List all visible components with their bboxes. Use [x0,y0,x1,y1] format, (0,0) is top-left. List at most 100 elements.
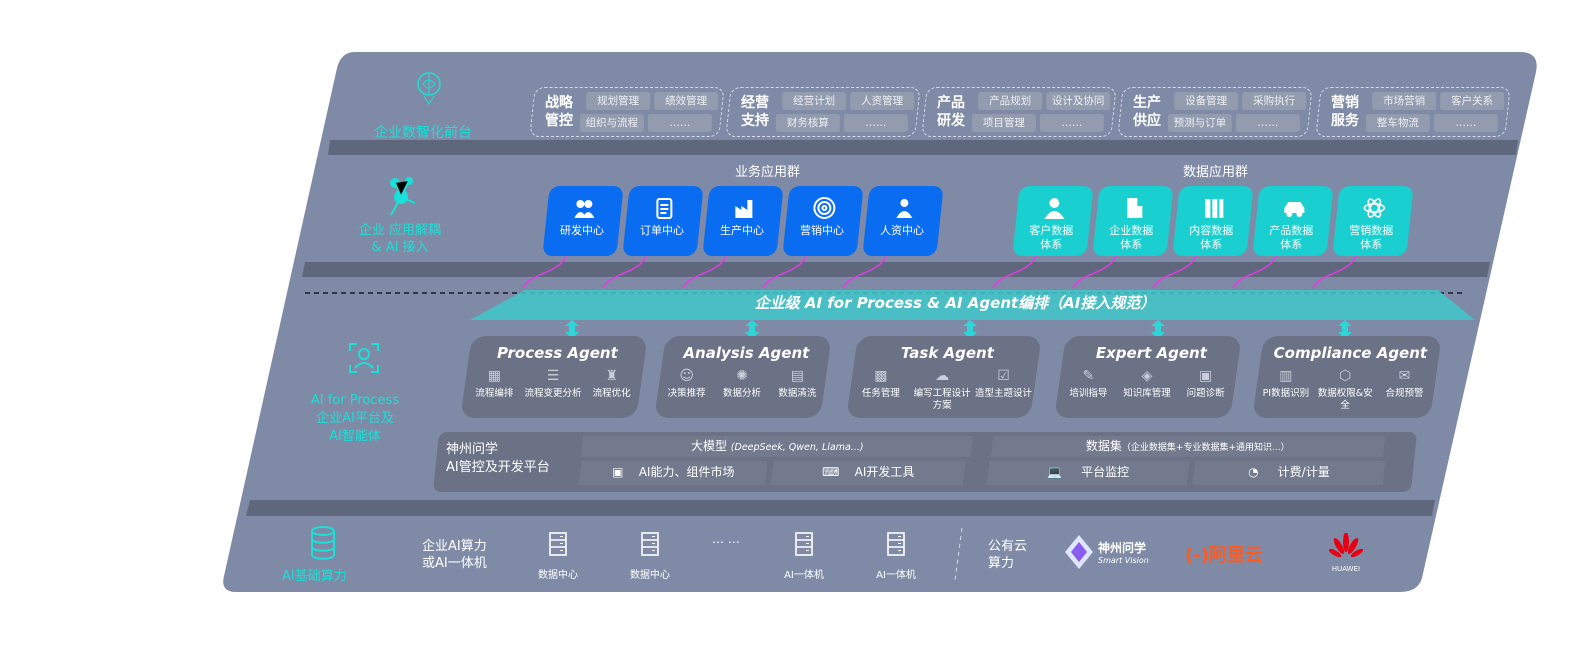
data-tile[interactable]: 内容数据体系 [1172,186,1254,256]
agent-name: Analysis Agent [683,344,810,362]
compute-node[interactable]: AI一体机 [784,532,824,581]
tool-dev-tools[interactable]: ⌨ AI开发工具 [770,461,966,485]
building-icon [1127,198,1143,218]
users-icon [574,200,595,218]
capability-icon: ☁ [935,368,950,384]
private-compute-line2: 或AI一体机 [422,556,487,571]
smart-vision-logo: 神州问学 Smart Vision [1064,534,1149,570]
front-group: 生产供应 设备管理 采购执行 预测与订单…… [1117,87,1313,137]
double-arrow-icon [745,320,759,339]
double-arrow-icon [1151,320,1165,339]
group-title: 经营支持 [741,95,769,129]
tool-billing[interactable]: ◔ 计费/计量 [1192,461,1386,485]
tool-monitoring[interactable]: 💻 平台监控 [986,461,1190,485]
group-item[interactable]: 设备管理 [1174,92,1239,110]
group-item[interactable]: 项目管理 [971,114,1036,132]
group-item[interactable]: …… [1039,114,1104,132]
connector-curve [762,249,809,289]
group-item[interactable]: 整车物流 [1365,114,1430,132]
agent-name: Process Agent [496,344,618,362]
agent-items: ▦ 流程编排 ☰ 流程变更分析 ♜ 流程优化 [465,368,641,400]
group-item[interactable]: 市场营销 [1372,92,1437,110]
data-tile[interactable]: 客户数据体系 [1012,186,1094,256]
huawei-text: HUAWEI [1331,565,1361,573]
agent-capability[interactable]: ▩ 任务管理 [850,368,911,412]
group-item[interactable]: 绩效管理 [654,92,719,110]
group-item[interactable]: …… [1433,114,1498,132]
agent-card[interactable]: Expert Agent ✎ 培训指导 ◈ 知识库管理 ▣ 问题诊断 [1054,336,1242,418]
capability-label: 数据分析 [723,388,762,399]
data-apps-title: 数据应用群 [1183,165,1249,180]
agent-card[interactable]: Process Agent ▦ 流程编排 ☰ 流程变更分析 ♜ 流程优化 [460,336,648,418]
tool-label: AI能力、组件市场 [638,465,735,479]
capability-icon: ◈ [1141,368,1153,384]
agent-capability[interactable]: ☰ 流程变更分析 [524,368,582,400]
data-tile[interactable]: 产品数据体系 [1252,186,1334,256]
compute-node[interactable]: 数据中心 [538,532,578,581]
diamond-logo-icon [1065,535,1093,569]
capability-label: 问题诊断 [1186,388,1225,399]
agent-capability[interactable]: ☺ 决策推荐 [659,368,714,400]
agent-capability[interactable]: ▦ 流程编排 [465,368,523,400]
agent-capability[interactable]: ▣ 问题诊断 [1177,368,1235,400]
compute-node-label: 数据中心 [538,570,578,581]
group-item[interactable]: 规划管理 [586,92,651,110]
agent-capability[interactable]: ♜ 流程优化 [583,368,641,400]
group-item[interactable]: 设计及协同 [1046,92,1111,110]
agent-card[interactable]: Compliance Agent ▥ PI数据识别 ⬡ 数据权限&安全 ✉ 合规预警 [1252,336,1442,418]
brain-icon [417,72,441,105]
group-item[interactable]: 财务核算 [775,114,840,132]
business-tile[interactable]: 生产中心 [702,186,784,256]
agent-items: ✎ 培训指导 ◈ 知识库管理 ▣ 问题诊断 [1059,368,1235,400]
agent-capability[interactable]: ☁ 编写工程设计方案 [912,368,973,412]
group-item[interactable]: 采购执行 [1242,92,1307,110]
business-tile[interactable]: 订单中心 [622,186,704,256]
group-item[interactable]: 经营计划 [782,92,847,110]
data-tile[interactable]: 营销数据体系 [1332,186,1414,256]
business-tile[interactable]: 营销中心 [782,186,864,256]
agent-capability[interactable]: ◈ 知识库管理 [1118,368,1176,400]
data-tile-label: 内容数据体系 [1189,224,1234,251]
group-item[interactable]: …… [843,114,908,132]
agent-capability[interactable]: ▥ PI数据识别 [1256,368,1315,412]
group-item[interactable]: 组织与流程 [579,114,644,132]
business-tile[interactable]: 研发中心 [542,186,624,256]
agent-capability[interactable]: ⬡ 数据权限&安全 [1316,368,1375,412]
platform-title-line1: 神州问学 [446,442,499,457]
orchestration-banner: 企业级 AI for Process & AI Agent编排（AI接入规范） [754,294,1156,312]
smart-vision-en: Smart Vision [1098,556,1149,565]
compute-node[interactable]: AI一体机 [876,532,916,581]
agent-capability[interactable]: ✉ 合规预警 [1375,368,1434,412]
capability-icon: ✺ [736,368,748,384]
agent-capability[interactable]: ✎ 培训指导 [1059,368,1117,400]
group-item[interactable]: 客户关系 [1440,92,1505,110]
capability-icon: ☺ [679,368,694,384]
capability-label: 数据权限&安全 [1317,388,1373,411]
data-tile-label: 客户数据体系 [1029,224,1074,251]
ai-label-line1: AI for Process [310,393,400,408]
ai-label-line3: AI智能体 [329,429,381,444]
capability-label: 决策推荐 [667,388,706,399]
front-group: 战略管控 规划管理 绩效管理 组织与流程…… [529,87,725,137]
agent-card[interactable]: Task Agent ▩ 任务管理 ☁ 编写工程设计方案 ☑ 造型主题设计 [846,336,1042,418]
business-tile[interactable]: 人资中心 [862,186,944,256]
group-item[interactable]: 产品规划 [978,92,1043,110]
public-cloud-line1: 公有云 [988,539,1028,554]
data-tile[interactable]: 企业数据体系 [1092,186,1174,256]
user-icon [1044,198,1065,219]
agent-card[interactable]: Analysis Agent ☺ 决策推荐 ✺ 数据分析 ▤ 数据清洗 [654,336,832,418]
business-tile-label: 研发中心 [559,224,604,237]
tool-component-market[interactable]: ▣ AI能力、组件市场 [578,461,768,485]
agent-capability[interactable]: ✺ 数据分析 [715,368,770,400]
connector-curve [992,249,1039,289]
capability-label: 知识库管理 [1123,388,1171,399]
group-item[interactable]: …… [647,114,712,132]
agent-capability[interactable]: ▤ 数据清洗 [770,368,825,400]
group-item[interactable]: 人资管理 [850,92,915,110]
compute-node[interactable]: 数据中心 [630,532,670,581]
car-icon [1284,202,1305,217]
agent-capability[interactable]: ☑ 造型主题设计 [973,368,1034,412]
target-icon [813,197,836,219]
group-item[interactable]: 预测与订单 [1167,114,1232,132]
group-item[interactable]: …… [1235,114,1300,132]
